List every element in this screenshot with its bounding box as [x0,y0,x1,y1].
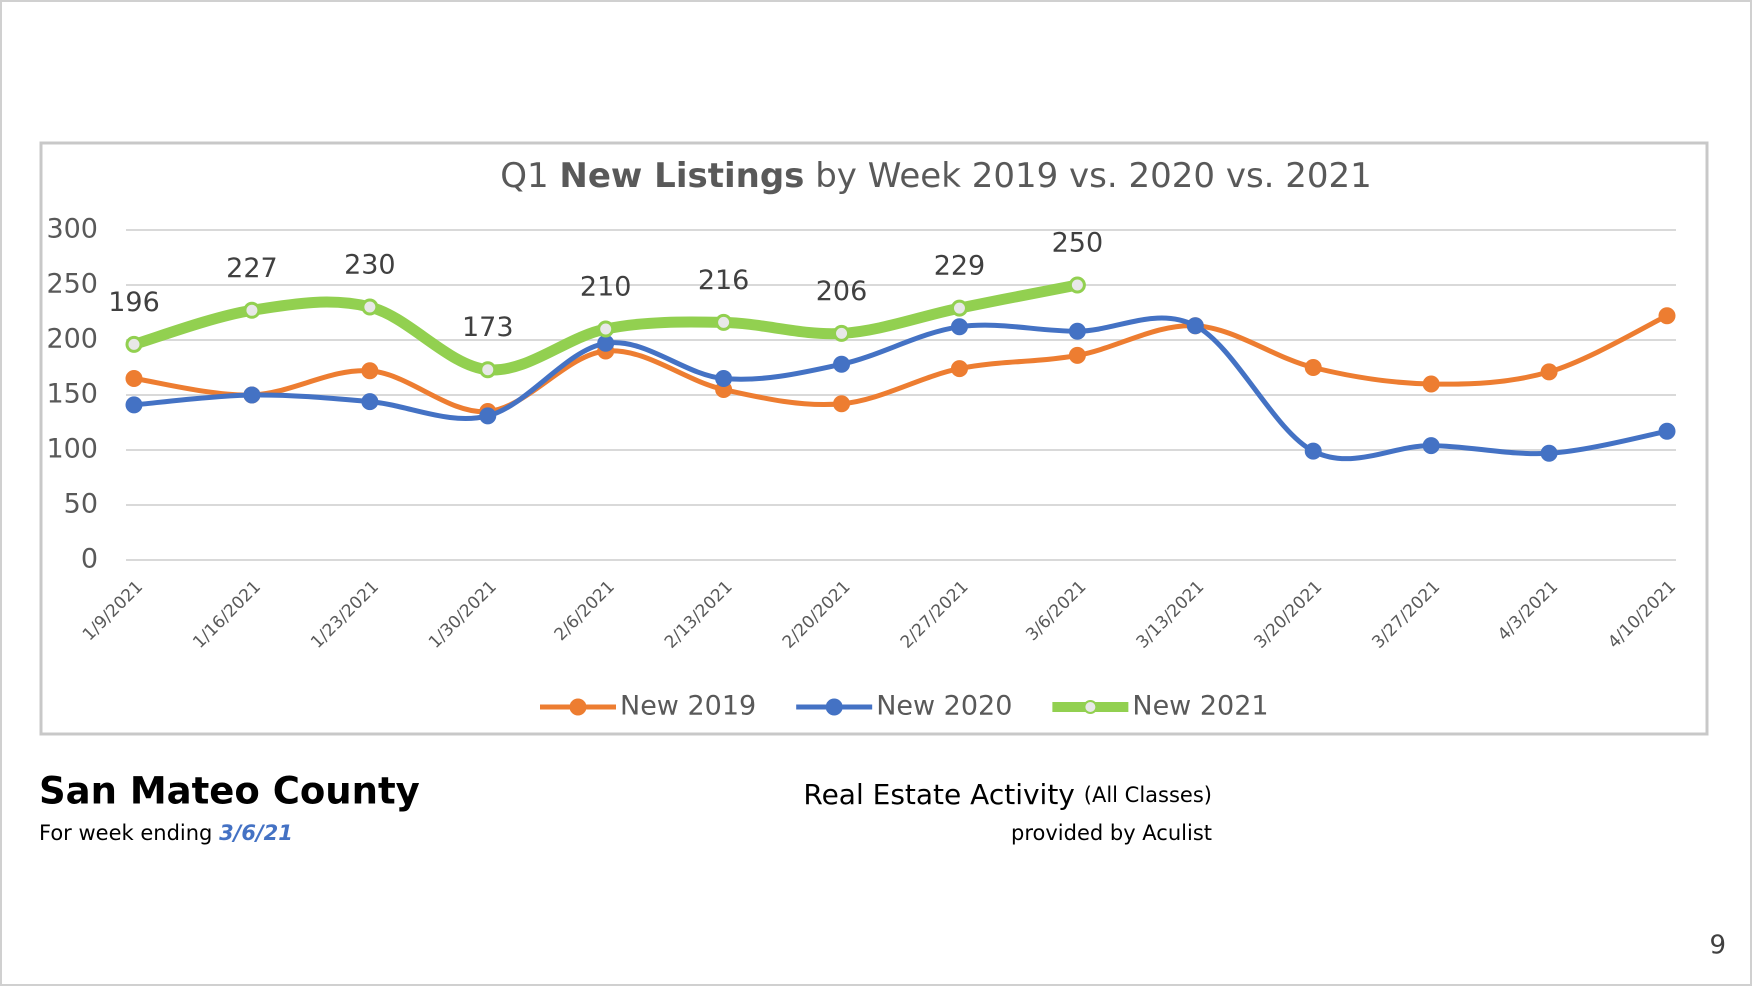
marker [1658,307,1676,325]
marker [243,386,261,404]
title-part: New Listings [559,156,804,196]
legend-label: New 2020 [876,691,1012,722]
marker [950,360,968,378]
chart-title: Q1 New Listings by Week 2019 vs. 2020 vs… [500,156,1372,196]
marker [1068,346,1086,364]
week-line: For week ending 3/6/21 [39,821,293,845]
marker [1186,317,1204,335]
marker [1540,444,1558,462]
y-tick-label: 300 [46,214,98,245]
marker [1540,363,1558,381]
data-label: 229 [934,251,986,282]
week-prefix: For week ending [39,821,212,845]
marker [125,396,143,414]
marker [833,395,851,413]
title-part: Q1 [500,156,559,196]
series-line [131,315,1670,462]
chart-frame [39,141,1709,736]
marker [479,361,497,379]
legend-label: New 2021 [1132,691,1268,722]
marker [1422,437,1440,455]
legend-marker [1083,700,1098,714]
marker [361,393,379,411]
marker [1304,359,1322,376]
marker [1068,322,1086,340]
marker [361,362,379,380]
marker [597,320,615,338]
marker [1068,276,1086,294]
data-label: 173 [462,312,514,343]
marker [950,318,968,336]
data-label: 227 [226,253,278,284]
marker [125,335,143,353]
marker [1304,442,1322,460]
y-tick-label: 50 [64,489,98,520]
y-tick-label: 100 [46,434,98,465]
y-tick-label: 200 [46,324,98,355]
marker [479,407,497,425]
report: Real Estate Activity (All Classes) [803,778,1212,811]
y-tick-label: 0 [81,544,98,575]
marker [361,298,379,316]
marker [833,355,851,373]
page-number: 9 [1709,931,1726,961]
marker [125,370,143,387]
legend-label: New 2019 [620,691,756,722]
data-label: 196 [108,287,160,318]
data-label: 210 [580,272,632,303]
marker [715,370,733,387]
y-tick-label: 150 [46,379,98,410]
data-label: 206 [816,276,868,307]
marker [243,301,261,319]
legend-marker [569,698,587,716]
marker [597,334,615,352]
title-part: by Week 2019 vs. 2020 vs. 2021 [804,156,1371,196]
week-date: 3/6/21 [219,821,293,845]
y-tick-label: 250 [46,269,98,300]
data-label: 250 [1052,228,1104,259]
legend-marker [825,698,843,716]
marker [715,313,733,331]
data-label: 230 [344,250,396,281]
marker [1422,375,1440,393]
marker [833,324,851,342]
series-line [131,313,1670,415]
provider: provided by Aculist [1011,821,1212,845]
marker [950,299,968,317]
region: San Mateo County [39,770,420,813]
marker [1658,422,1676,440]
data-label: 216 [698,265,750,296]
report-title: Real Estate Activity [803,778,1075,811]
report-note: (All Classes) [1084,783,1212,807]
